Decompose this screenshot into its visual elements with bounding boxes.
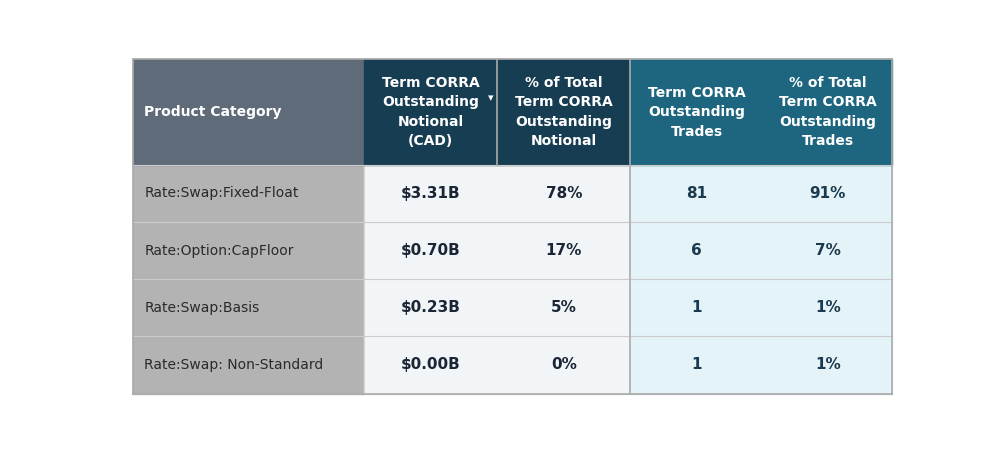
Text: 81: 81 — [686, 186, 707, 201]
Text: 1: 1 — [691, 357, 702, 373]
Text: 7%: 7% — [815, 243, 841, 258]
Text: % of Total
Term CORRA
Outstanding
Notional: % of Total Term CORRA Outstanding Notion… — [515, 76, 613, 148]
Text: ▾: ▾ — [488, 93, 494, 103]
Text: % of Total
Term CORRA
Outstanding
Trades: % of Total Term CORRA Outstanding Trades — [779, 76, 877, 148]
Bar — [133, 165, 364, 222]
Text: 17%: 17% — [546, 243, 582, 258]
Bar — [497, 279, 630, 337]
Text: $0.70B: $0.70B — [401, 243, 461, 258]
Bar — [133, 279, 364, 337]
Text: $0.23B: $0.23B — [401, 300, 461, 315]
Bar — [763, 222, 892, 279]
Text: 6: 6 — [691, 243, 702, 258]
Bar — [497, 337, 630, 394]
Bar — [497, 165, 630, 222]
Text: 91%: 91% — [810, 186, 846, 201]
Bar — [763, 279, 892, 337]
Bar — [364, 59, 497, 165]
Bar — [364, 279, 497, 337]
Text: 1: 1 — [691, 300, 702, 315]
Bar — [497, 59, 630, 165]
Bar — [133, 337, 364, 394]
Bar — [763, 337, 892, 394]
Bar — [133, 222, 364, 279]
Text: $0.00B: $0.00B — [401, 357, 461, 373]
Text: 1%: 1% — [815, 300, 841, 315]
Bar — [763, 165, 892, 222]
Text: Rate:Swap:Basis: Rate:Swap:Basis — [144, 301, 260, 315]
Text: Rate:Option:CapFloor: Rate:Option:CapFloor — [144, 243, 294, 258]
Bar — [630, 165, 763, 222]
Bar — [364, 165, 497, 222]
Bar — [364, 337, 497, 394]
Text: 1%: 1% — [815, 357, 841, 373]
Text: Product Category: Product Category — [144, 105, 282, 119]
Text: Rate:Swap:Fixed-Float: Rate:Swap:Fixed-Float — [144, 186, 299, 200]
Text: 5%: 5% — [551, 300, 577, 315]
Bar — [630, 222, 763, 279]
Text: 0%: 0% — [551, 357, 577, 373]
Text: $3.31B: $3.31B — [401, 186, 461, 201]
Bar — [133, 59, 364, 165]
Text: Rate:Swap: Non-Standard: Rate:Swap: Non-Standard — [144, 358, 324, 372]
Text: Term CORRA
Outstanding
Trades: Term CORRA Outstanding Trades — [648, 86, 746, 139]
Bar — [763, 59, 892, 165]
Bar — [630, 279, 763, 337]
Text: 78%: 78% — [546, 186, 582, 201]
Bar — [630, 337, 763, 394]
Bar — [497, 222, 630, 279]
Bar — [630, 59, 763, 165]
Text: Term CORRA
Outstanding
Notional
(CAD): Term CORRA Outstanding Notional (CAD) — [382, 76, 480, 148]
Bar — [364, 222, 497, 279]
